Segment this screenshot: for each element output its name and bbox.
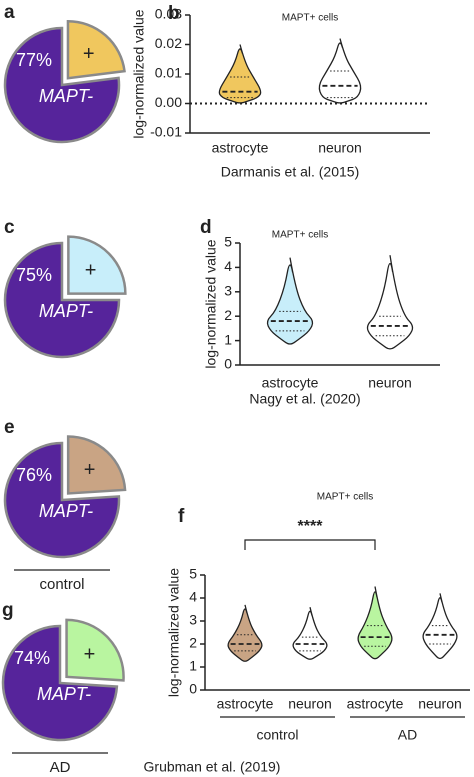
violin: [318, 38, 362, 104]
pie-slice: [3, 441, 121, 559]
y-tick-label: 0.03: [155, 6, 182, 22]
x-tick-label: neuron: [318, 140, 362, 156]
x-tick-label: neuron: [418, 696, 462, 712]
y-tick-label: 3: [189, 612, 197, 628]
group-label: AD: [398, 727, 417, 743]
y-tick-label: 0.01: [155, 65, 182, 81]
y-tick-label: -0.01: [150, 124, 182, 140]
violin: [227, 604, 263, 662]
percent-label: 74%: [14, 648, 50, 668]
x-tick-label: astrocyte: [217, 696, 274, 712]
violin: [292, 607, 328, 660]
percent-label: 76%: [16, 465, 52, 485]
y-tick-label: 5: [189, 566, 197, 582]
x-tick-label: astrocyte: [212, 140, 269, 156]
significance-label: ****: [298, 518, 324, 535]
y-tick-label: 0: [224, 356, 232, 372]
chart-title: MAPT+ cells: [317, 492, 373, 503]
chart-title: MAPT+ cells: [272, 230, 328, 241]
y-tick-label: 0: [189, 681, 197, 697]
x-tick-label: astrocyte: [347, 696, 404, 712]
violin: [266, 257, 314, 345]
slice-label: +: [84, 459, 96, 481]
y-tick-label: 3: [224, 283, 232, 299]
panel-letter: f: [178, 506, 185, 527]
panel-letter: d: [200, 217, 212, 238]
y-tick-label: 2: [224, 307, 232, 323]
y-axis-label: log-normalized value: [131, 9, 147, 138]
pie-slice: [66, 435, 127, 495]
violin: [218, 44, 262, 104]
y-tick-label: 1: [224, 331, 232, 347]
panel-letter: e: [4, 417, 15, 438]
slice-label: MAPT-: [39, 86, 93, 106]
x-tick-label: astrocyte: [262, 375, 319, 391]
pie-slice: [66, 19, 126, 80]
slice-label: +: [83, 43, 95, 65]
x-tick-label: neuron: [368, 375, 412, 391]
violin: [357, 586, 393, 660]
slice-label: MAPT-: [39, 501, 93, 521]
source-caption: Grubman et al. (2019): [144, 759, 281, 775]
slice-label: MAPT-: [37, 684, 91, 704]
pie-slice: [65, 618, 125, 682]
y-axis-label: log-normalized value: [166, 568, 182, 697]
slice-label: MAPT-: [39, 301, 93, 321]
y-tick-label: 4: [189, 589, 197, 605]
slice-label: +: [84, 644, 96, 666]
percent-label: 75%: [16, 265, 52, 285]
pie-slice: [1, 624, 119, 742]
source-caption: Nagy et al. (2020): [249, 391, 360, 407]
slice-label: +: [85, 260, 97, 282]
y-tick-label: 5: [224, 234, 232, 250]
group-label: control: [256, 727, 298, 743]
panel-letter: g: [2, 600, 14, 621]
y-axis-label: log-normalized value: [203, 239, 219, 368]
panel-letter: b: [168, 3, 180, 24]
y-tick-label: 1: [189, 658, 197, 674]
y-tick-label: 0.00: [155, 94, 182, 110]
pie-slice: [67, 235, 127, 295]
pie-slice: [3, 26, 121, 144]
significance-bracket: [244, 539, 376, 550]
y-tick-label: 2: [189, 635, 197, 651]
y-tick-label: 0.02: [155, 35, 182, 51]
panel-letter: a: [4, 2, 15, 23]
percent-label: 77%: [16, 50, 52, 70]
pie-caption: AD: [50, 759, 71, 776]
y-tick-label: 4: [224, 258, 232, 274]
pie-caption: control: [39, 576, 84, 593]
panel-letter: c: [4, 217, 15, 238]
chart-title: MAPT+ cells: [282, 13, 338, 24]
x-tick-label: neuron: [288, 696, 332, 712]
source-caption: Darmanis et al. (2015): [221, 164, 360, 180]
pie-slice: [3, 241, 121, 359]
violin: [366, 255, 414, 350]
